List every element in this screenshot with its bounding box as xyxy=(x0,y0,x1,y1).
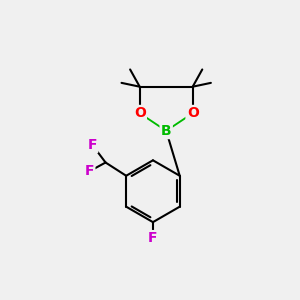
Text: F: F xyxy=(88,138,97,152)
Text: F: F xyxy=(148,231,158,245)
Text: O: O xyxy=(134,106,146,120)
Text: F: F xyxy=(85,164,94,178)
Text: B: B xyxy=(161,124,172,138)
Text: O: O xyxy=(187,106,199,120)
